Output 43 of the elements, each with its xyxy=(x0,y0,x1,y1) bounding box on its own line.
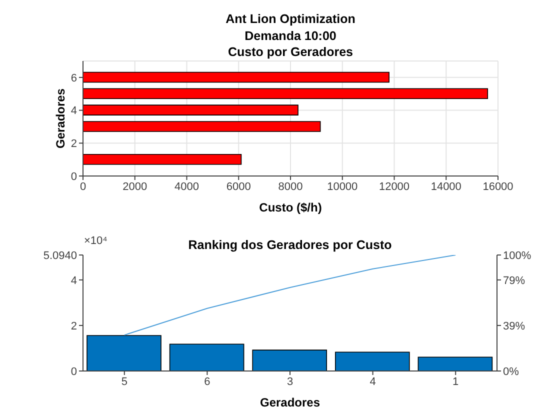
bar xyxy=(252,350,327,371)
text: ×10⁴ xyxy=(84,234,108,248)
bar xyxy=(83,104,298,116)
x-tick-label: 1 xyxy=(452,376,459,388)
x-tick-label: 10000 xyxy=(327,180,358,193)
x-axis-title: Geradores xyxy=(260,395,320,410)
y-tick-label: 0 xyxy=(70,366,77,378)
bar xyxy=(83,72,390,83)
bar xyxy=(83,121,321,132)
x-tick-label: 5 xyxy=(121,376,128,388)
x-tick-label: 3 xyxy=(286,376,294,388)
y2-tick-label: 100% xyxy=(503,250,532,262)
x-tick-label: 16000 xyxy=(482,180,514,193)
x-tick-label: 4 xyxy=(370,376,376,388)
y-tick-label: 0 xyxy=(70,170,77,183)
y-tick-label: 2 xyxy=(70,138,77,150)
x-tick-label: 14000 xyxy=(430,180,462,193)
y-tick-label: 2 xyxy=(70,320,77,332)
y-tick-label: 4 xyxy=(70,274,77,287)
x-tick-label: 8000 xyxy=(278,180,303,193)
bar xyxy=(418,356,493,371)
x-tick-label: 6000 xyxy=(226,180,251,193)
bar xyxy=(86,335,162,371)
chart-title: Ant Lion Optimization Demanda 10:00 Custo por Geradores xyxy=(224,11,356,60)
y-tick-label: 5.0940 xyxy=(43,250,77,262)
y2-tick-label: 39% xyxy=(503,320,526,332)
y-tick-label: 4 xyxy=(70,105,77,118)
chart-title: Ranking dos Geradores por Custo xyxy=(188,238,392,252)
line-series xyxy=(124,255,456,336)
x-tick-label: 12000 xyxy=(378,180,410,193)
x-tick-label: 4000 xyxy=(174,180,199,193)
y2-tick-label: 79% xyxy=(503,274,526,287)
bar xyxy=(83,154,242,165)
bar xyxy=(169,344,244,371)
x-tick-label: 2000 xyxy=(122,180,148,193)
bar xyxy=(335,352,410,371)
x-tick-label: 6 xyxy=(204,376,210,388)
y-axis-title: Geradores xyxy=(53,88,68,149)
bar xyxy=(83,88,488,100)
x-axis-title: Custo ($/h) xyxy=(259,200,322,214)
x-tick-label: 0 xyxy=(80,180,86,193)
y-tick-label: 6 xyxy=(70,72,77,84)
y2-tick-label: 0% xyxy=(503,366,520,378)
